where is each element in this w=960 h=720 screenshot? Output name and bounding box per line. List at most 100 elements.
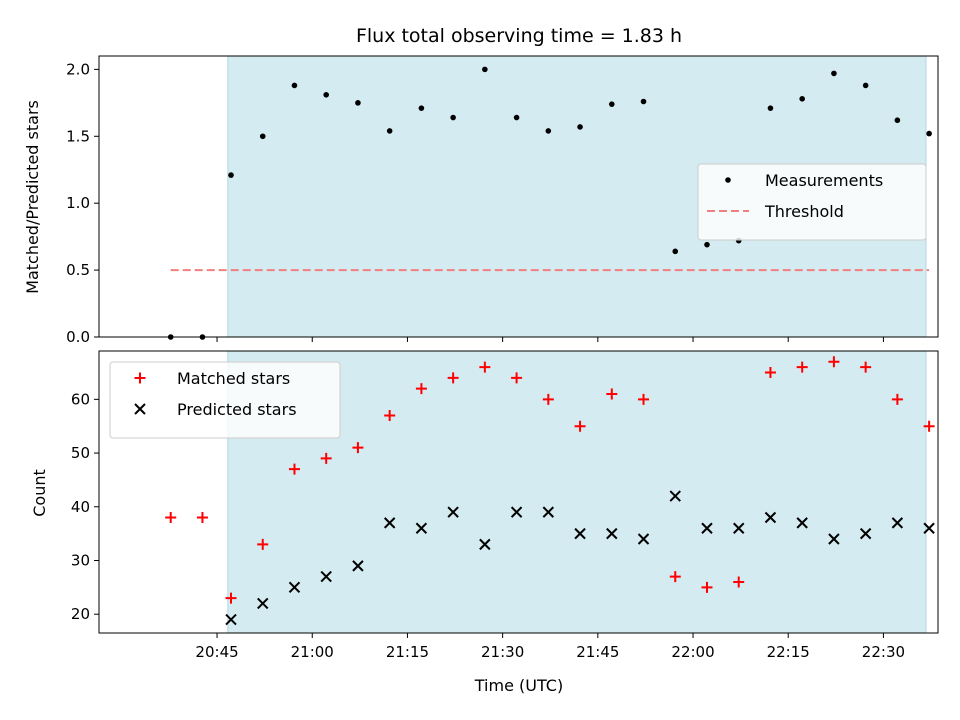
data-point	[542, 393, 554, 405]
data-point	[418, 105, 425, 111]
data-point	[608, 101, 615, 107]
data-point	[733, 576, 745, 588]
data-point	[384, 409, 396, 421]
data-point	[891, 393, 903, 405]
y-tick-label: 20	[71, 605, 90, 623]
data-point	[923, 420, 935, 432]
x-tick-label: 21:00	[291, 643, 334, 661]
y-tick-label: 1.0	[66, 194, 90, 212]
y-tick-label: 40	[71, 498, 90, 516]
data-point	[860, 361, 872, 373]
x-tick-label: 21:30	[481, 643, 524, 661]
data-point	[482, 66, 488, 73]
x-tick-label: 22:00	[671, 643, 714, 661]
data-point	[355, 100, 361, 106]
data-point	[606, 527, 618, 540]
data-point	[415, 522, 428, 534]
data-point	[288, 581, 301, 594]
data-point	[291, 82, 298, 89]
y-tick-label: 60	[71, 390, 90, 408]
data-point	[320, 452, 332, 464]
data-point	[767, 105, 774, 111]
observing-window	[227, 350, 927, 634]
legend-label: Measurements	[765, 171, 883, 190]
data-point	[799, 96, 805, 102]
data-point	[542, 506, 555, 518]
data-point	[545, 128, 552, 134]
data-point	[228, 172, 234, 178]
data-point	[764, 511, 777, 524]
top-y-axis-label: Matched/Predicted stars	[23, 100, 42, 294]
data-point	[669, 490, 681, 502]
data-point	[447, 506, 459, 518]
data-point	[704, 241, 710, 248]
y-tick-label: 0.0	[66, 328, 90, 346]
data-point	[926, 130, 932, 137]
data-point	[831, 70, 837, 77]
data-point	[638, 393, 650, 405]
y-tick-label: 30	[71, 551, 90, 569]
data-point	[320, 570, 332, 583]
x-tick-label: 21:45	[576, 643, 619, 661]
data-point	[796, 361, 808, 373]
data-point	[891, 517, 904, 529]
bottom-panel: 20 30 40 50 60 20:45 21:00 21:15 21:30 21:45 22:00…	[71, 350, 939, 661]
data-point	[386, 128, 393, 134]
y-tick-label: 2.0	[66, 60, 90, 78]
data-point	[574, 420, 586, 432]
data-point	[257, 538, 269, 550]
data-point	[701, 522, 713, 534]
chart-title: Flux total observing time = 1.83 h	[356, 25, 682, 47]
data-point	[479, 538, 491, 551]
data-point	[701, 581, 713, 593]
data-point	[764, 366, 776, 378]
legend-marker	[134, 372, 146, 384]
x-tick-label: 22:15	[767, 643, 810, 661]
data-point	[513, 114, 520, 121]
data-point	[640, 98, 647, 105]
legend-label: Matched stars	[177, 369, 290, 388]
y-tick-label: 0.5	[66, 261, 90, 279]
data-point	[447, 372, 459, 384]
data-point	[637, 533, 650, 545]
data-point	[577, 124, 583, 130]
legend-box	[697, 163, 927, 241]
data-point	[510, 506, 523, 518]
legend: Measurements Threshold	[697, 163, 927, 241]
x-axis-label: Time (UTC)	[474, 676, 563, 695]
x-tick-label: 22:30	[862, 643, 905, 661]
data-point	[165, 512, 177, 524]
legend: Matched stars Predicted stars	[109, 361, 341, 439]
data-point	[415, 383, 427, 395]
data-point	[225, 592, 237, 604]
data-point	[383, 517, 396, 529]
legend-box	[109, 361, 341, 439]
legend-label: Predicted stars	[177, 400, 297, 419]
data-point	[859, 527, 872, 540]
data-point	[511, 372, 523, 384]
bottom-y-axis-label: Count	[30, 469, 49, 517]
data-point	[669, 571, 681, 583]
data-point	[894, 117, 901, 124]
data-point	[257, 597, 269, 610]
data-point	[196, 512, 208, 524]
data-point	[862, 82, 869, 89]
y-tick-label: 50	[71, 444, 90, 462]
data-point	[479, 361, 491, 373]
data-point	[923, 522, 935, 534]
data-point	[733, 522, 745, 534]
data-point	[352, 560, 364, 572]
legend-marker	[725, 177, 731, 183]
data-point	[323, 92, 330, 98]
x-tick-label: 20:45	[195, 643, 238, 661]
data-point	[259, 133, 266, 140]
x-tick-label: 21:15	[386, 643, 429, 661]
axes-frame	[98, 55, 939, 338]
data-point	[225, 613, 237, 626]
data-point	[828, 356, 840, 368]
data-point	[288, 463, 300, 475]
data-point	[796, 517, 808, 529]
legend-label: Threshold	[764, 202, 844, 221]
data-point	[828, 533, 840, 545]
